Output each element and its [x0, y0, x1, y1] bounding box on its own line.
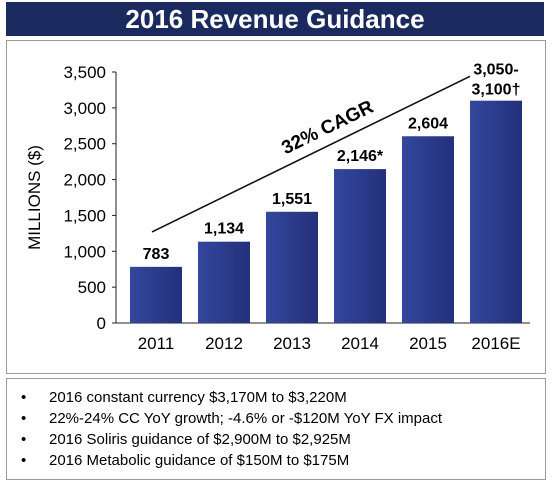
x-tick-label: 2012: [205, 334, 243, 353]
y-tick-label: 1,500: [63, 206, 106, 225]
y-tick-label: 0: [97, 314, 106, 333]
data-label: 1,551: [272, 191, 312, 208]
guidance-bullet: 2016 constant currency $3,170M to $3,220…: [21, 387, 545, 408]
bar-2013: [266, 211, 318, 323]
x-tick-label: 2011: [138, 334, 175, 353]
data-label: 2,604: [408, 115, 448, 132]
guidance-bullet: 2016 Soliris guidance of $2,900M to $2,9…: [21, 429, 545, 450]
revenue-bar-chart: 0 500 1,000 1,500 2,000 2,500 3,000 3,500 MILLIO…: [25, 62, 530, 353]
data-label: 1,134: [204, 221, 244, 238]
x-tick-label: 2013: [273, 334, 311, 353]
y-tick-label: 500: [78, 278, 106, 297]
chart-title-banner: 2016 Revenue Guidance: [6, 2, 544, 36]
y-tick-label: 1,000: [63, 242, 106, 261]
y-axis-title: MILLIONS ($): [25, 145, 44, 250]
data-label: 783: [143, 246, 170, 263]
bar-2011: [130, 266, 182, 323]
bar-2012: [198, 241, 250, 323]
guidance-bullet: 2016 Metabolic guidance of $150M to $175…: [21, 450, 545, 471]
bar-2016E: [470, 100, 522, 323]
cagr-trend-line: [151, 75, 471, 233]
y-tick-label: 2,500: [63, 135, 106, 154]
y-tick-label: 2,000: [63, 171, 106, 190]
data-label: 2,146*: [337, 148, 384, 165]
y-tick-label: 3,000: [63, 99, 106, 118]
x-tick-label: 2015: [409, 334, 447, 353]
bar-2015: [402, 136, 454, 323]
y-tick-label: 3,500: [63, 63, 106, 82]
bar-2014: [334, 169, 386, 323]
data-label: 3,050-: [473, 62, 518, 79]
guidance-notes: 2016 constant currency $3,170M to $3,220…: [6, 378, 546, 480]
x-tick-label: 2016E: [471, 334, 520, 353]
guidance-bullet: 22%-24% CC YoY growth; -4.6% or -$120M Y…: [21, 408, 545, 429]
data-label: 3,100†: [472, 82, 521, 99]
x-tick-label: 2014: [341, 334, 379, 353]
